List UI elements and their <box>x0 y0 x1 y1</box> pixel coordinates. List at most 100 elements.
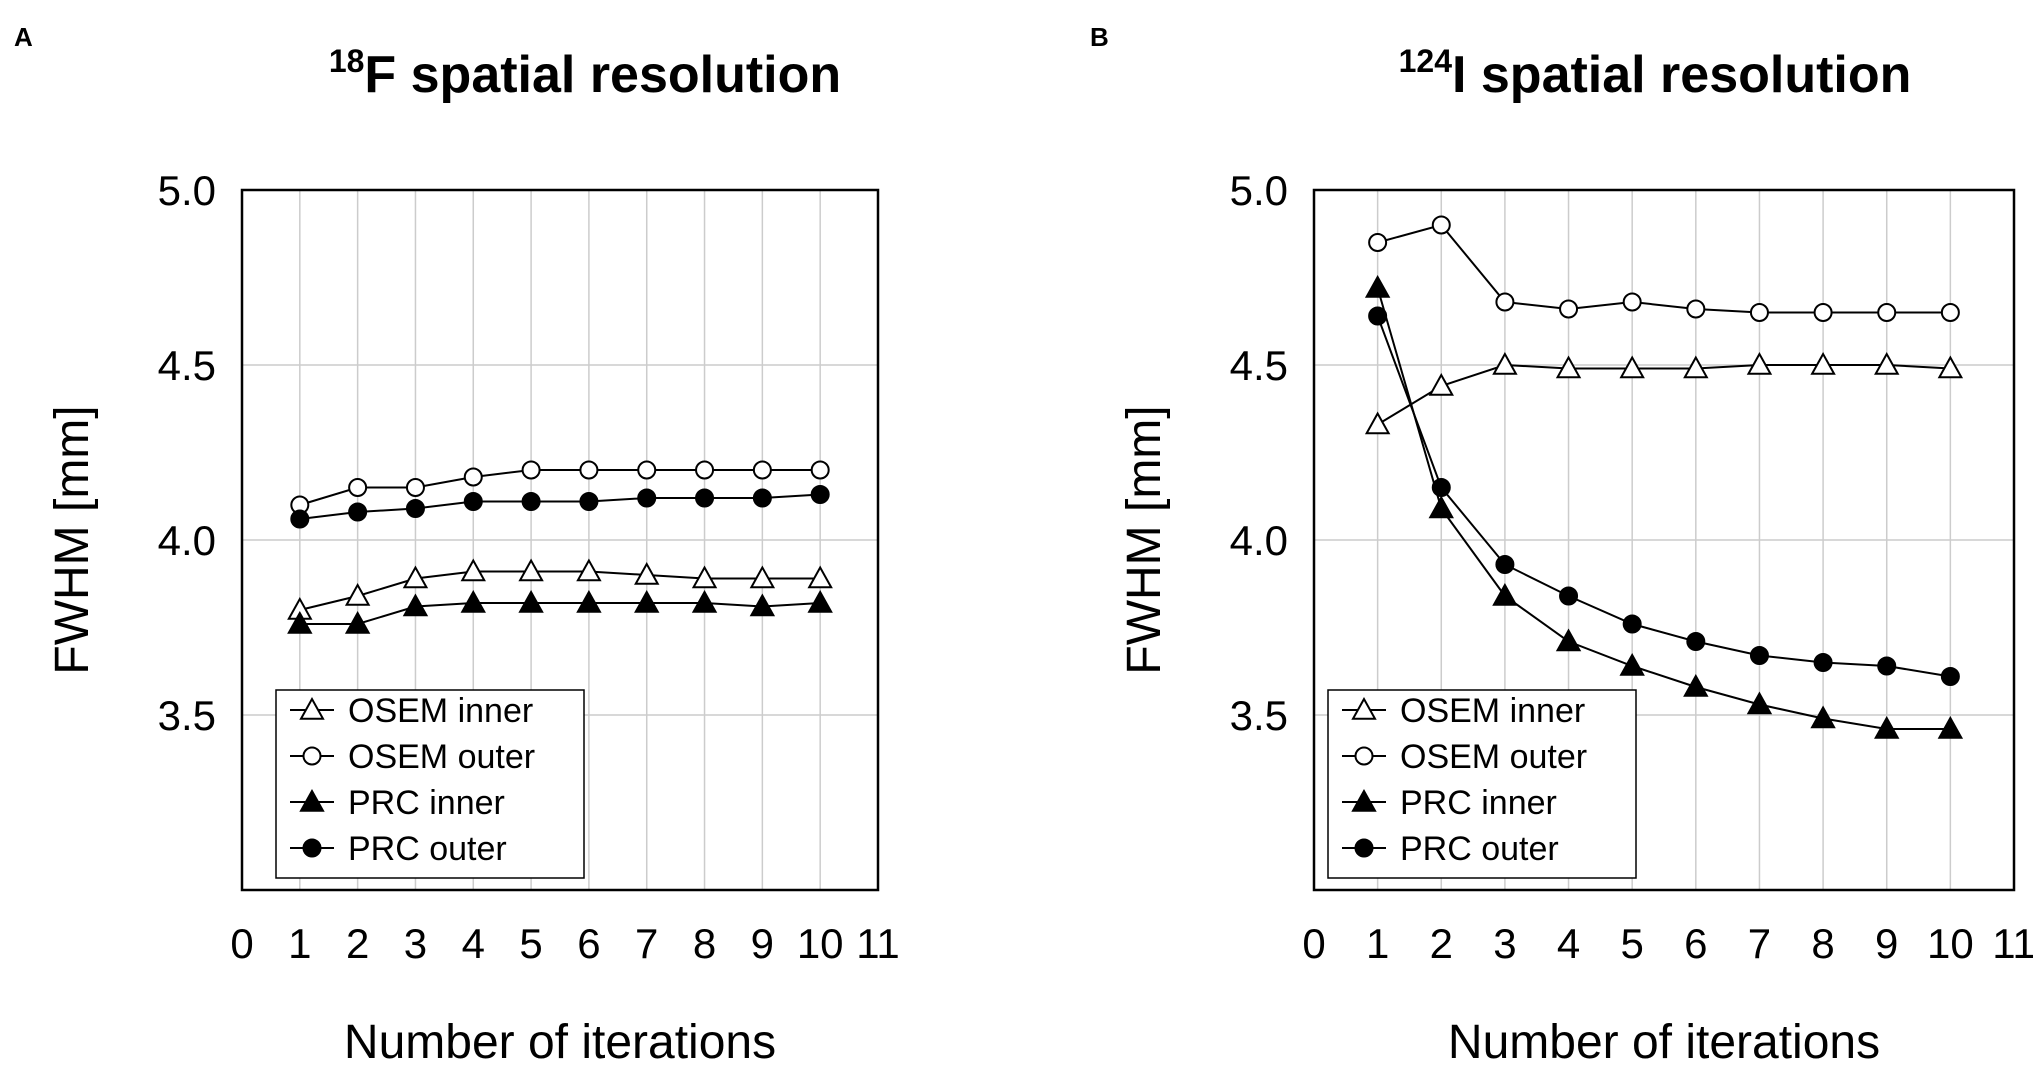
series-prc-inner <box>1364 274 1964 739</box>
data-point-prc-inner <box>1810 705 1836 729</box>
plot-frame <box>240 188 880 892</box>
x-tick-label: 9 <box>751 920 774 967</box>
data-point-prc-inner <box>1555 628 1582 652</box>
title-superscript: 18 <box>329 43 365 79</box>
legend-label: PRC inner <box>348 784 505 822</box>
data-point-osem-inner <box>1937 355 1964 379</box>
data-point-osem-outer <box>521 460 541 480</box>
data-point-prc-inner <box>634 589 660 613</box>
x-tick-label: 3 <box>1493 920 1516 967</box>
x-tick-label: 7 <box>635 920 658 967</box>
chart-title: 124I spatial resolution <box>1399 43 1912 104</box>
y-tick-label: 5.0 <box>158 167 216 214</box>
data-point-prc-outer <box>463 492 483 511</box>
data-point-prc-inner <box>749 593 776 617</box>
plot-frame <box>1312 188 2016 892</box>
legend-label: OSEM inner <box>1400 692 1585 730</box>
legend-item-osem-outer: OSEM outer <box>1342 738 1587 776</box>
data-point-osem-outer <box>1749 303 1769 322</box>
legend-label: OSEM inner <box>348 692 533 730</box>
legend-marker <box>1351 696 1377 720</box>
data-point-osem-inner <box>807 565 833 589</box>
legend-marker <box>299 696 325 720</box>
series-osem-inner <box>287 558 833 620</box>
data-point-osem-outer <box>1495 292 1515 312</box>
data-point-osem-inner <box>1492 351 1518 375</box>
panel-label: B <box>1090 22 1109 52</box>
data-point-osem-inner <box>1683 355 1709 379</box>
data-point-prc-inner <box>1746 691 1773 715</box>
x-tick-labels: 0 1 2 3 4 5 6 7 8 9 10 11 <box>1302 920 2033 967</box>
data-point-osem-inner <box>1555 355 1582 379</box>
data-point-osem-outer <box>1877 303 1897 322</box>
data-point-prc-outer <box>810 485 830 504</box>
y-tick-labels: 3.5 4.0 4.5 5.0 <box>1230 167 1288 739</box>
title-superscript: 124 <box>1399 43 1453 79</box>
series-line-prc-outer <box>299 493 821 520</box>
legend-item-osem-inner: OSEM inner <box>290 692 533 730</box>
x-tick-label: 3 <box>404 920 427 967</box>
x-tick-label: 10 <box>1927 920 1974 967</box>
y-tick-label: 4.0 <box>158 517 216 564</box>
data-point-prc-outer <box>1431 478 1451 497</box>
data-point-prc-inner <box>1428 495 1454 519</box>
data-point-prc-outer <box>290 509 310 529</box>
data-point-prc-inner <box>576 589 602 613</box>
series-prc-inner <box>287 589 833 634</box>
y-tick-label: 5.0 <box>1230 167 1288 214</box>
y-tick-label: 3.5 <box>158 692 216 739</box>
x-tick-label: 4 <box>1557 920 1580 967</box>
legend-label: PRC outer <box>348 830 507 868</box>
series-prc-outer <box>290 485 830 529</box>
data-point-osem-inner <box>1364 411 1391 435</box>
data-point-prc-outer <box>1686 632 1706 651</box>
legend-marker <box>1354 746 1374 766</box>
data-point-prc-outer <box>1559 586 1579 606</box>
data-point-prc-inner <box>691 589 718 613</box>
legend-label: OSEM outer <box>1400 738 1587 776</box>
x-tick-label: 2 <box>346 920 369 967</box>
data-point-osem-inner <box>460 558 486 582</box>
legend-marker <box>302 746 322 766</box>
panel-label: A <box>14 22 33 52</box>
x-tick-label: 8 <box>693 920 716 967</box>
data-point-prc-outer <box>348 502 368 522</box>
data-point-osem-outer <box>1813 303 1833 322</box>
data-point-prc-outer <box>1877 656 1897 676</box>
x-tick-label: 0 <box>1302 920 1325 967</box>
data-point-prc-inner <box>460 589 486 613</box>
data-point-osem-inner <box>749 565 776 589</box>
legend-item-osem-outer: OSEM outer <box>290 738 535 776</box>
data-point-osem-inner <box>1874 351 1900 375</box>
legend-label: PRC inner <box>1400 784 1557 822</box>
data-point-prc-outer <box>637 488 657 508</box>
data-point-prc-outer <box>695 488 715 508</box>
data-point-osem-inner <box>1810 351 1836 375</box>
legend-item-prc-inner: PRC inner <box>1342 784 1557 822</box>
x-tick-label: 6 <box>577 920 600 967</box>
data-point-osem-outer <box>463 467 483 487</box>
data-point-prc-inner <box>402 593 429 617</box>
series <box>1364 215 1964 739</box>
x-tick-label: 4 <box>462 920 485 967</box>
data-point-prc-inner <box>344 610 371 634</box>
data-point-prc-outer <box>579 492 599 511</box>
data-point-prc-inner <box>1619 652 1645 676</box>
legend-item-osem-inner: OSEM inner <box>1342 692 1585 730</box>
x-tick-label: 0 <box>230 920 253 967</box>
x-tick-label: 9 <box>1875 920 1898 967</box>
data-point-prc-outer <box>521 492 541 511</box>
series-line-prc-outer <box>1376 315 1951 678</box>
data-point-prc-outer <box>1749 646 1769 665</box>
series-line-osem-inner <box>299 570 821 611</box>
data-point-prc-outer <box>1813 653 1833 672</box>
data-point-osem-inner <box>1428 372 1454 396</box>
x-tick-label: 5 <box>1621 920 1644 967</box>
series-line-prc-inner <box>299 602 821 625</box>
x-tick-label: 10 <box>797 920 844 967</box>
data-point-osem-inner <box>518 558 544 582</box>
data-point-osem-inner <box>1619 355 1645 379</box>
data-point-osem-outer <box>1622 292 1642 312</box>
data-point-osem-outer <box>695 460 715 480</box>
